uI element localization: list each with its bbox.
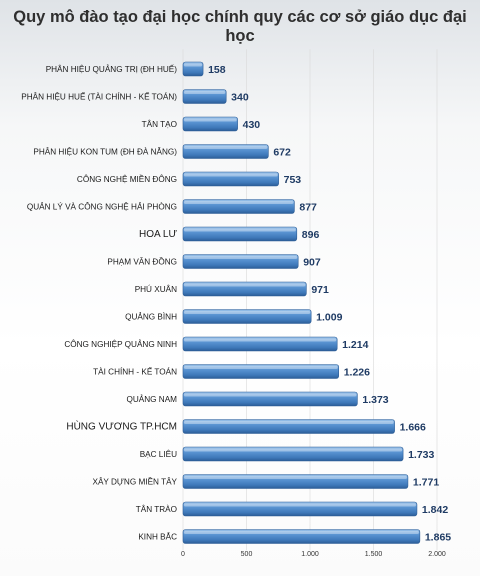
bar	[182, 281, 307, 297]
data-label: 1.865	[425, 532, 451, 544]
data-label: 907	[303, 257, 321, 269]
data-label: 877	[299, 202, 317, 214]
category-label: XÂY DỰNG MIỀN TÂY	[93, 477, 178, 487]
bar-highlight	[184, 146, 268, 149]
category-label: CÔNG NGHỆ MIỀN ĐÔNG	[77, 174, 177, 184]
data-label: 1.214	[342, 339, 368, 351]
bar-highlight	[184, 228, 296, 232]
bar	[182, 61, 204, 77]
category-label: QUẢNG BÌNH	[125, 311, 177, 322]
bar	[182, 144, 269, 159]
x-tick-label: 1.000	[301, 551, 319, 558]
bar	[182, 199, 295, 214]
data-label: 672	[273, 147, 291, 159]
bar	[182, 391, 358, 407]
bar	[182, 419, 395, 434]
bar-highlight	[184, 173, 278, 177]
category-label: HÙNG VƯƠNG TP.HCM	[66, 420, 177, 433]
data-label: 1.666	[400, 422, 426, 434]
bar	[182, 474, 409, 489]
category-label: QUẢNG NAM	[127, 393, 178, 404]
bar	[182, 364, 340, 379]
bar-highlight	[184, 91, 226, 94]
category-label: PHẠM VĂN ĐỒNG	[107, 256, 177, 267]
category-label: BẠC LIÊU	[140, 449, 177, 459]
category-label: TÂN TRÀO	[136, 504, 177, 514]
bar-highlight	[184, 201, 294, 204]
data-label: 430	[243, 119, 261, 131]
category-label: PHÂN HIỆU QUẢNG TRỊ (ĐH HUẾ)	[46, 63, 178, 74]
data-label: 1.842	[422, 504, 448, 516]
data-label: 753	[284, 174, 302, 186]
bar	[182, 226, 298, 242]
category-label: PHÂN HIỆU HUẾ (TÀI CHÍNH - KẾ TOÁN)	[21, 92, 177, 102]
bar	[182, 171, 279, 187]
bar-highlight	[184, 338, 337, 342]
bar	[182, 309, 312, 324]
bar	[182, 446, 404, 462]
category-label: QUẢN LÝ VÀ CÔNG NGHỆ HẢI PHÒNG	[27, 201, 177, 212]
bar-highlight	[184, 393, 357, 397]
chart-title: Quy mô đào tạo đại học chính quy các cơ …	[13, 8, 467, 45]
bar	[182, 336, 338, 352]
bar-highlight	[184, 503, 416, 507]
data-label: 1.373	[362, 394, 388, 406]
data-label: 896	[302, 229, 320, 241]
bar	[182, 501, 418, 517]
data-label: 1.733	[408, 449, 434, 461]
bar-highlight	[184, 118, 237, 122]
category-label: HOA LƯ	[139, 229, 177, 240]
data-label: 1.771	[413, 477, 439, 489]
bar-highlight	[184, 63, 203, 67]
bar-highlight	[184, 366, 338, 369]
data-label: 971	[311, 284, 329, 296]
x-tick-label: 2.000	[428, 551, 446, 558]
bar-highlight	[184, 421, 394, 424]
bar-highlight	[184, 531, 419, 534]
bar-highlight	[184, 283, 306, 287]
data-label: 340	[231, 92, 249, 104]
x-tick-label: 0	[181, 551, 185, 558]
bar	[182, 89, 227, 104]
bar	[182, 529, 421, 544]
bar	[182, 116, 238, 132]
category-label: TÀI CHÍNH - KẾ TOÁN	[93, 367, 177, 377]
category-label: PHÚ XUÂN	[135, 284, 177, 294]
bar	[182, 254, 299, 269]
category-label: PHÂN HIỆU KON TUM (ĐH ĐÀ NẴNG)	[33, 146, 177, 157]
data-label: 1.009	[316, 312, 342, 324]
data-label: 158	[208, 64, 226, 76]
bar-highlight	[184, 448, 403, 452]
category-label: TÂN TẠO	[142, 119, 177, 129]
category-label: CÔNG NGHIỆP QUẢNG NINH	[64, 338, 177, 349]
category-label: KINH BẮC	[138, 532, 177, 542]
x-tick-label: 1.500	[365, 551, 383, 558]
bar-highlight	[184, 311, 311, 314]
bar-highlight	[184, 256, 298, 259]
x-tick-label: 500	[241, 551, 253, 558]
data-label: 1.226	[344, 367, 370, 379]
bar-highlight	[184, 476, 407, 479]
